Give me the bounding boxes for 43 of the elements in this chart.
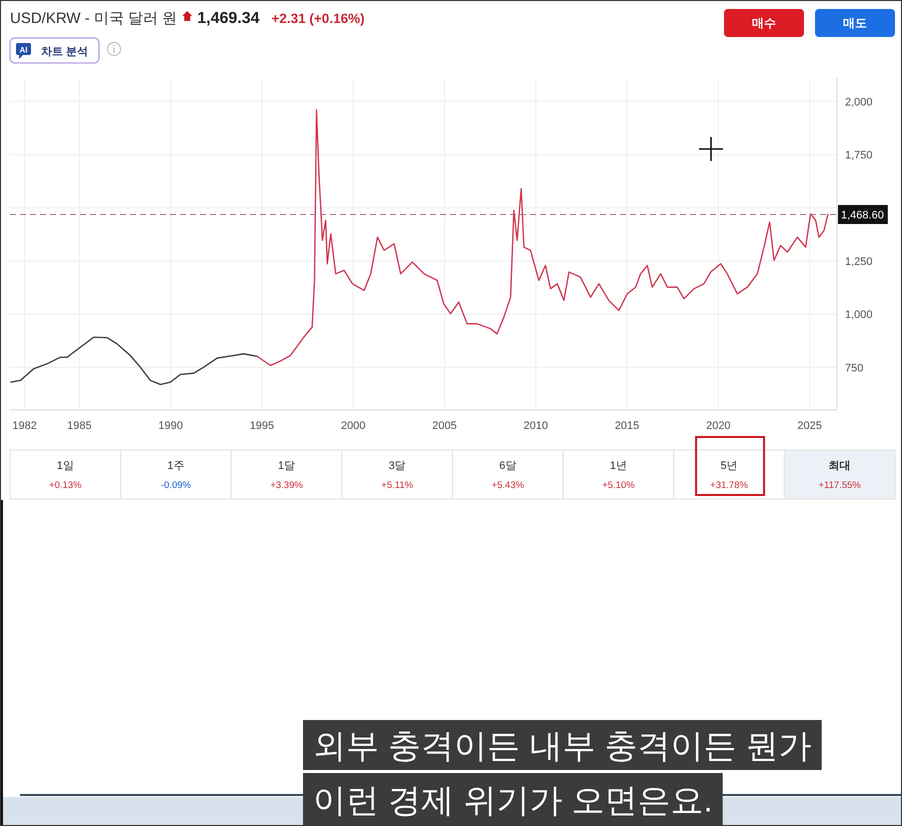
text: 이런 경제 위기가 오면은요. — [313, 782, 713, 818]
text: 1달 — [278, 460, 296, 472]
text: 1년 — [610, 460, 627, 472]
x-tick-label: 1995 — [250, 420, 274, 432]
y-tick-label: 1,750 — [845, 150, 873, 162]
x-tick-label: 2000 — [340, 420, 366, 432]
x-tick-label: 2010 — [524, 420, 548, 432]
line-series — [256, 109, 829, 366]
text: 6달 — [499, 460, 516, 472]
y-tick-label: 1,250 — [845, 256, 873, 268]
line-series — [10, 336, 258, 386]
text: 매도 — [843, 16, 867, 30]
chart-subtitle: 1,469.34 — [197, 10, 260, 27]
text: 5년 — [720, 460, 738, 472]
text: +2.31 (+0.16%) — [272, 11, 365, 26]
text: 외부 충격이든 내부 충격이든 뭔가 — [313, 727, 812, 764]
ref-line-label: 1,468.60 — [841, 210, 884, 222]
x-tick-label: 1985 — [67, 420, 92, 432]
text: 차트 분석 — [41, 46, 88, 58]
text: 1일 — [56, 460, 74, 472]
y-tick-label: 750 — [845, 362, 864, 374]
x-tick-label: 2005 — [432, 420, 457, 432]
text: 매수 — [752, 16, 776, 30]
x-tick-label: 1982 — [12, 420, 37, 432]
text: 3달 — [388, 460, 406, 472]
x-tick-label: 2020 — [706, 420, 731, 432]
text: AI — [20, 46, 28, 54]
text: +0.13% — [49, 480, 82, 491]
text: +5.43% — [492, 480, 525, 491]
y-tick-label: 2,000 — [845, 96, 873, 108]
text: +5.10% — [602, 480, 636, 491]
text: 최대 — [828, 460, 851, 472]
chart-title: USD/KRW - 미국 달러 원 — [10, 10, 178, 27]
text: 1주 — [167, 460, 184, 472]
x-tick-label: 2015 — [614, 420, 640, 432]
text: +5.11% — [381, 480, 414, 491]
x-tick-label: 2025 — [797, 420, 822, 432]
text: +3.39% — [270, 480, 304, 491]
text: +31.78% — [710, 480, 748, 491]
x-tick-label: 1990 — [158, 420, 183, 432]
text: +117.55% — [818, 480, 862, 491]
text: -0.09% — [160, 480, 192, 491]
y-tick-label: 1,000 — [845, 309, 873, 322]
